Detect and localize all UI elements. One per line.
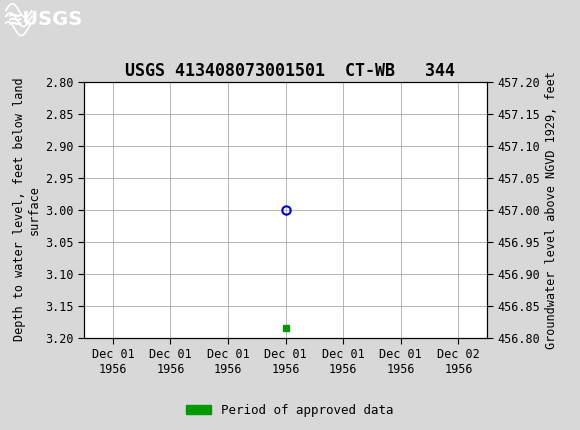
Legend: Period of approved data: Period of approved data	[181, 399, 399, 421]
Text: ≋USGS: ≋USGS	[7, 9, 83, 28]
Y-axis label: Depth to water level, feet below land
surface: Depth to water level, feet below land su…	[13, 78, 41, 341]
Y-axis label: Groundwater level above NGVD 1929, feet: Groundwater level above NGVD 1929, feet	[545, 71, 557, 349]
Text: USGS 413408073001501  CT-WB   344: USGS 413408073001501 CT-WB 344	[125, 62, 455, 80]
